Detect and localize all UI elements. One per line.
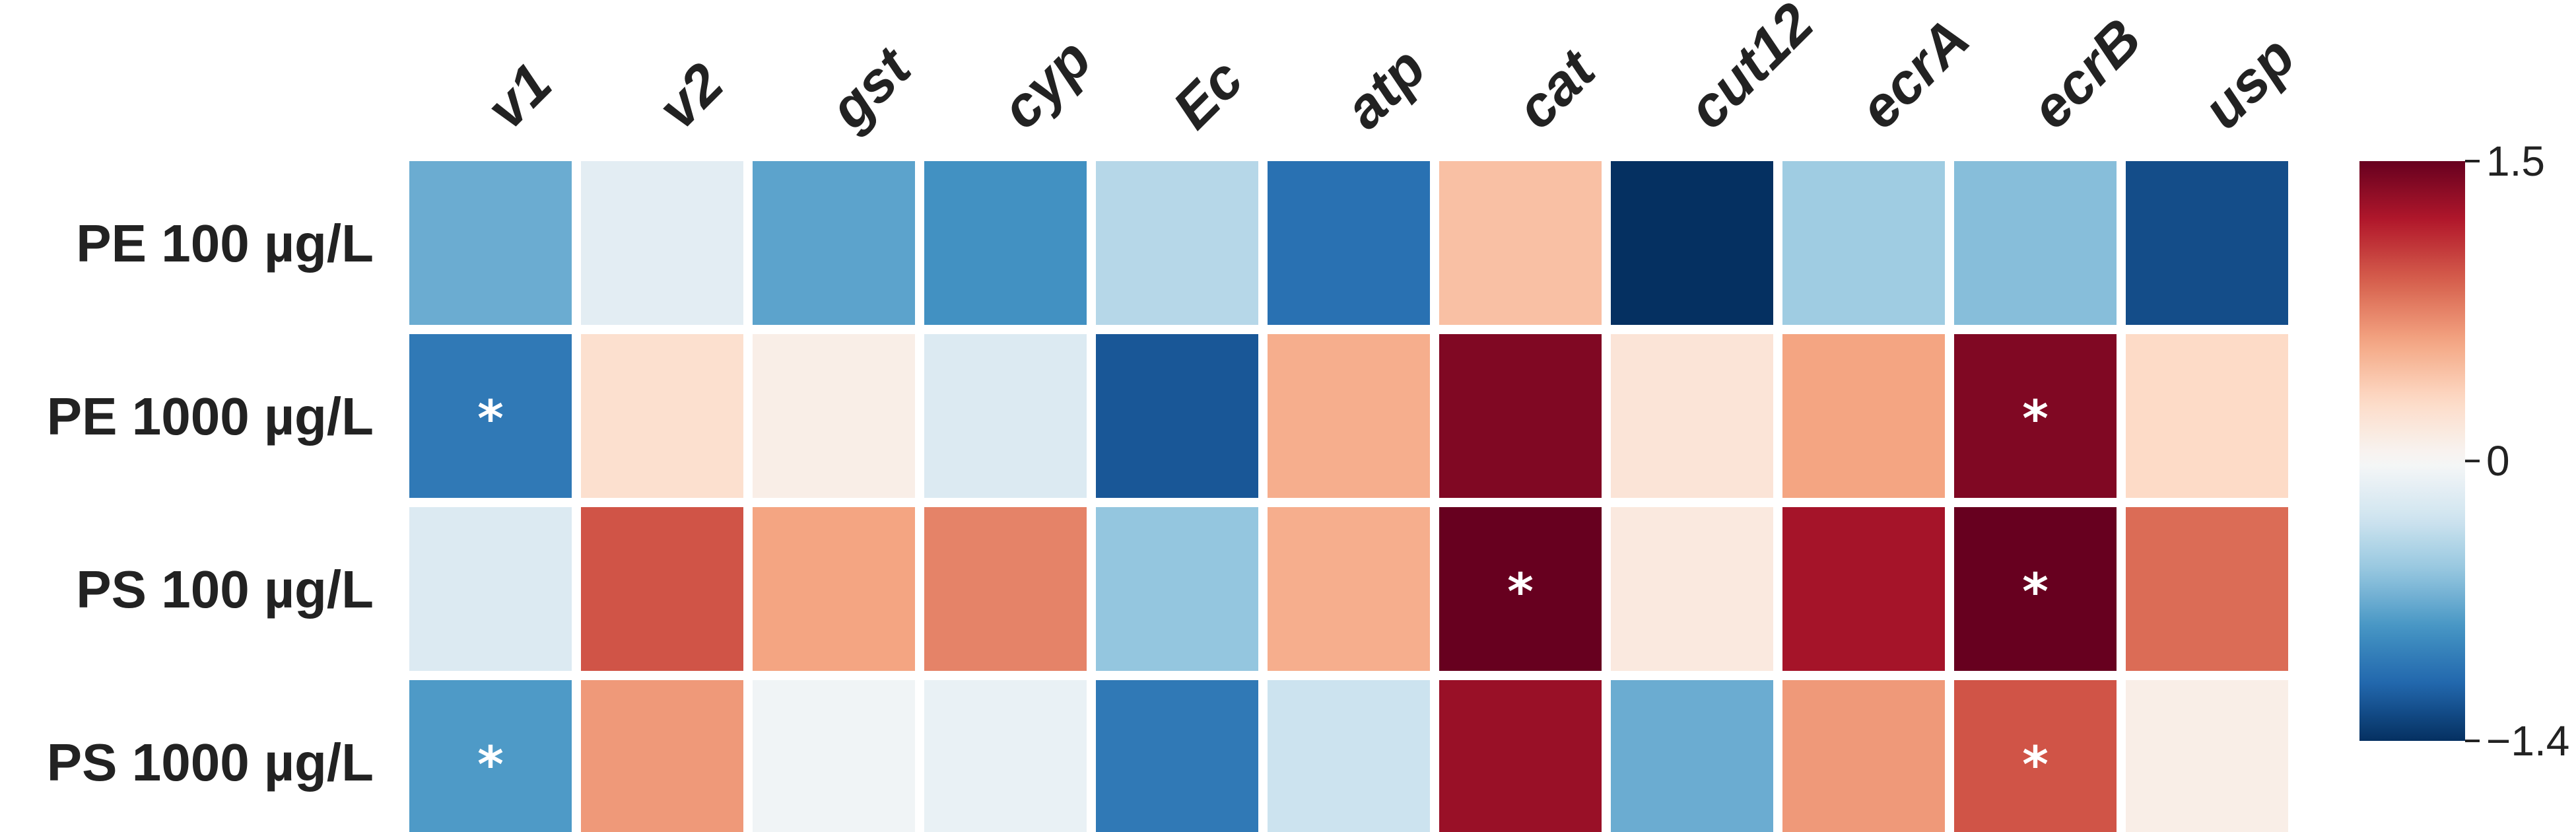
heatmap-cell [924, 161, 1087, 325]
column-label: gst [817, 34, 924, 141]
heatmap-cell [1268, 680, 1430, 832]
heatmap-cell [1954, 680, 2117, 832]
heatmap-cell [924, 680, 1087, 832]
heatmap-cell [1954, 334, 2117, 498]
row-labels: PE 100 µg/L PE 1000 µg/L PS 100 µg/L PS 100… [47, 214, 374, 792]
heatmap-cell [753, 507, 915, 671]
heatmap-cell [2126, 507, 2288, 671]
heatmap-cell [1782, 507, 1945, 671]
row-label: PS 1000 µg/L [47, 733, 374, 792]
heatmap-cell [1439, 334, 1602, 498]
significance-mark: * [477, 389, 504, 448]
heatmap-cell [1611, 680, 1773, 832]
column-label: ecrB [2019, 7, 2153, 141]
heatmap-cell [1268, 507, 1430, 671]
heatmap-cell [1439, 680, 1602, 832]
heatmap-cell [1439, 161, 1602, 325]
row-label: PS 100 µg/L [76, 560, 374, 619]
column-label: cat [1505, 36, 1609, 141]
column-label: Ec [1161, 47, 1255, 141]
column-label: cut12 [1676, 0, 1826, 141]
heatmap-cell [409, 334, 572, 498]
heatmap-cell [1096, 507, 1258, 671]
heatmap-cell [581, 507, 743, 671]
column-label: v1 [475, 52, 564, 141]
heatmap-cell [1096, 334, 1258, 498]
row-label: PE 100 µg/L [76, 214, 374, 273]
significance-mark: * [1507, 562, 1534, 621]
significance-mark: * [2022, 389, 2049, 448]
significance-mark: * [2022, 562, 2049, 621]
heatmap-cell [2126, 680, 2288, 832]
heatmap-cell [1782, 161, 1945, 325]
heatmap-cell [1268, 161, 1430, 325]
heatmap-cell [1782, 334, 1945, 498]
heatmap-cell [1439, 507, 1602, 671]
heatmap-cell [1782, 680, 1945, 832]
significance-mark: * [477, 735, 504, 794]
heatmap-cell [753, 334, 915, 498]
column-labels: v1 v2 gst cyp Ec atp cat cut12 ecrA ecrB usp [475, 0, 2307, 141]
heatmap-cell [581, 161, 743, 325]
heatmap-cell [1954, 161, 2117, 325]
heatmap-cells [409, 161, 2288, 832]
heatmap-cell [753, 680, 915, 832]
column-label: cyp [990, 27, 1104, 141]
heatmap-cell [924, 334, 1087, 498]
significance-mark: * [2022, 735, 2049, 794]
heatmap-cell [1611, 161, 1773, 325]
colorbar-tick-label: 0 [2486, 437, 2510, 485]
heatmap-cell [1611, 334, 1773, 498]
colorbar-ticks: 1.5 0 −1.4 [2465, 137, 2569, 765]
heatmap-cell [581, 334, 743, 498]
column-label: usp [2191, 24, 2307, 141]
colorbar-gradient [2359, 161, 2465, 741]
heatmap-cell [924, 507, 1087, 671]
heatmap-cell [2126, 161, 2288, 325]
heatmap-cell [409, 680, 572, 832]
heatmap-cell [409, 161, 572, 325]
heatmap-cell [1954, 507, 2117, 671]
colorbar-tick-label: 1.5 [2486, 137, 2545, 185]
heatmap-cell [1096, 161, 1258, 325]
heatmap-cell [581, 680, 743, 832]
colorbar: 1.5 0 −1.4 [2359, 137, 2569, 765]
heatmap-cell [409, 507, 572, 671]
heatmap-cell [1096, 680, 1258, 832]
column-label: ecrA [1848, 7, 1982, 141]
heatmap-cell [753, 161, 915, 325]
heatmap-cell [2126, 334, 2288, 498]
column-label: atp [1333, 36, 1438, 141]
colorbar-tick-label: −1.4 [2486, 717, 2569, 765]
significance-marks: * * * * * * [477, 389, 2049, 794]
heatmap-cell [1268, 334, 1430, 498]
row-label: PE 1000 µg/L [47, 387, 374, 446]
heatmap-cell [1611, 507, 1773, 671]
column-label: v2 [646, 52, 736, 141]
